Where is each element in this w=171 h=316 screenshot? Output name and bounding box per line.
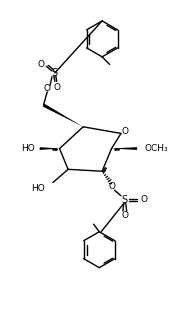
Text: O: O bbox=[121, 211, 128, 220]
Text: HO: HO bbox=[21, 144, 35, 153]
Polygon shape bbox=[43, 104, 83, 127]
Text: O: O bbox=[108, 182, 115, 191]
Text: S: S bbox=[122, 195, 128, 204]
Polygon shape bbox=[111, 147, 137, 150]
Polygon shape bbox=[40, 147, 60, 150]
Text: HO: HO bbox=[31, 184, 44, 193]
Text: OCH₃: OCH₃ bbox=[145, 144, 168, 153]
Text: O: O bbox=[53, 82, 60, 92]
Text: O: O bbox=[37, 60, 44, 69]
Text: O: O bbox=[140, 195, 147, 204]
Text: O: O bbox=[121, 127, 128, 136]
Text: S: S bbox=[52, 68, 58, 78]
Text: O: O bbox=[44, 83, 51, 93]
